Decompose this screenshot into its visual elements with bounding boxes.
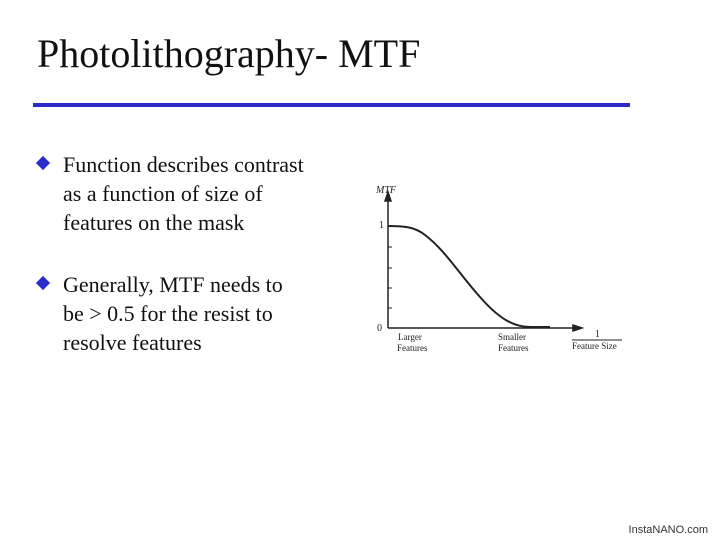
x-arrow [572, 323, 585, 333]
bullet-item: Generally, MTF needs to be > 0.5 for the… [35, 270, 308, 357]
left-label: Larger [398, 332, 422, 342]
slide-title: Photolithography- MTF [37, 31, 421, 76]
left-label: Features [397, 343, 428, 353]
y-tick-label: 1 [379, 220, 384, 231]
bullet-text: Generally, MTF needs to be > 0.5 for the… [63, 272, 283, 355]
bullet-item: Function describes contrast as a functio… [35, 150, 308, 237]
y-arrow [383, 189, 393, 202]
x-label: 1 [595, 329, 600, 340]
mtf-curve [387, 225, 550, 328]
bullet-marker [35, 275, 51, 291]
y-tick-label: 0 [377, 323, 382, 334]
right-label: Smaller [498, 332, 526, 342]
footer: InstaNANO.com [628, 524, 708, 536]
y-label: MTF [375, 185, 397, 196]
bullet-text: Function describes contrast as a functio… [63, 152, 304, 235]
y-ticks [388, 225, 392, 309]
mtf-figure: MTF 1 0 Larger Features Smaller Features… [375, 185, 622, 353]
title-rule [33, 103, 630, 107]
right-label: Features [498, 343, 529, 353]
x-label: Feature Size [572, 341, 617, 351]
bullet-marker [35, 155, 51, 171]
